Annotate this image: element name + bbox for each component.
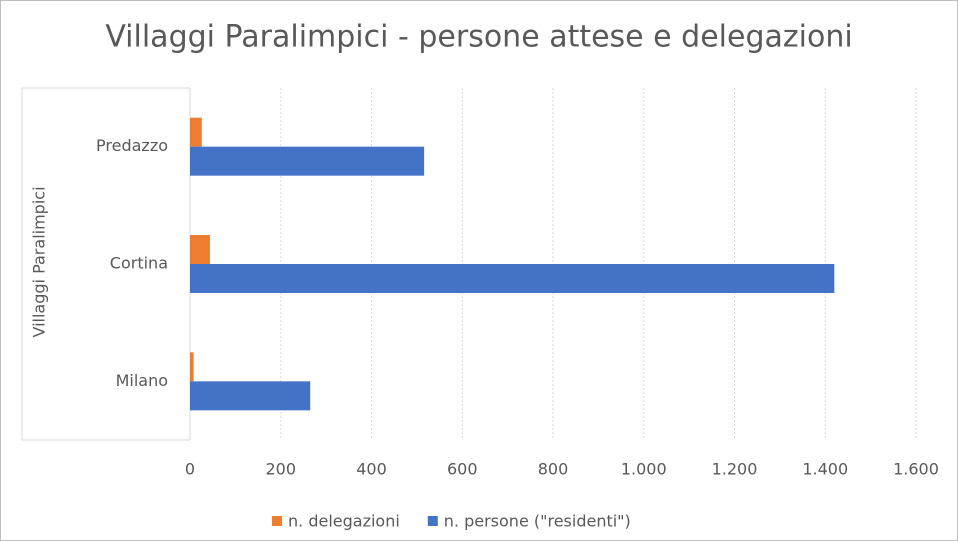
chart-title: Villaggi Paralimpici - persone attese e …: [105, 20, 852, 55]
bar: [190, 381, 311, 411]
bar: [190, 352, 194, 382]
y-axis-title: Villaggi Paralimpici: [30, 186, 49, 337]
y-tick-label: Cortina: [110, 254, 168, 273]
y-tick-label: Predazzo: [96, 136, 168, 155]
x-tick-label: 1.400: [802, 460, 848, 479]
legend-label: n. persone ("residenti"): [444, 512, 631, 531]
x-tick-label: 400: [356, 460, 387, 479]
x-tick-label: 1.600: [893, 460, 939, 479]
x-tick-label: 600: [447, 460, 478, 479]
legend-swatch: [272, 516, 282, 526]
axis-title-frame: [21, 87, 190, 441]
bar: [190, 146, 425, 176]
x-tick-label: 0: [185, 460, 195, 479]
x-tick-label: 1.000: [621, 460, 667, 479]
bar: [190, 264, 835, 293]
bar: [190, 117, 202, 147]
x-tick-label: 1.200: [712, 460, 758, 479]
legend-label: n. delegazioni: [288, 512, 400, 531]
legend-swatch: [427, 516, 438, 526]
x-tick-label: 800: [538, 460, 569, 479]
y-tick-label: Milano: [116, 371, 168, 390]
bar: [190, 235, 210, 264]
x-tick-label: 200: [265, 460, 296, 479]
